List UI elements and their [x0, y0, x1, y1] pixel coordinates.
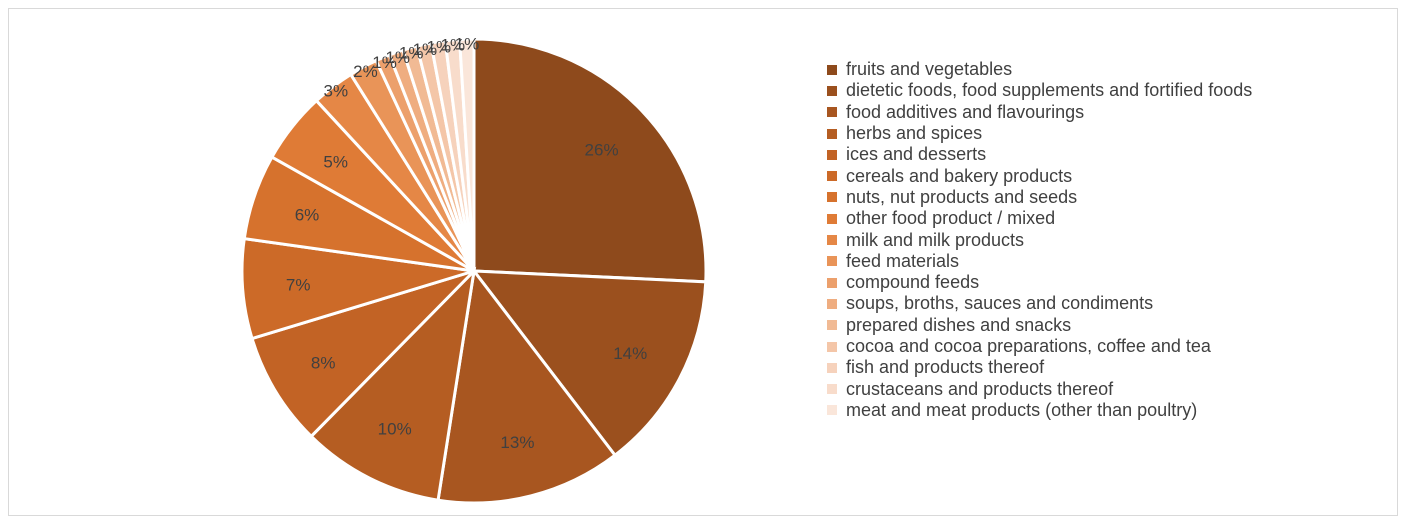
data-label: 8% [311, 353, 336, 372]
legend-swatch [827, 384, 837, 395]
legend-label: compound feeds [846, 272, 980, 293]
legend-label: fruits and vegetables [846, 59, 1013, 80]
pie-slice [470, 269, 708, 458]
legend-swatch [827, 128, 837, 139]
legend-item: food additives and flavourings [827, 102, 1252, 123]
legend-swatch [827, 85, 837, 96]
legend-item: other food product / mixed [827, 208, 1252, 229]
legend-label: cereals and bakery products [846, 165, 1073, 186]
chart-area: 26% 14% 13% 10% 8% 7% 6% 5% 3% 2% 1% 1% 1% 1% 1% 1% 1% f… [8, 8, 1398, 516]
legend-swatch [827, 192, 837, 203]
pie-slice [250, 269, 476, 439]
legend-item: ices and desserts [827, 144, 1252, 165]
legend-swatch [827, 277, 837, 288]
legend-swatch [827, 405, 837, 416]
legend-label: herbs and spices [846, 123, 983, 144]
legend-swatch [827, 341, 837, 352]
legend-label: nuts, nut products and seeds [846, 186, 1078, 207]
legend-swatch [827, 256, 837, 267]
legend-label: prepared dishes and snacks [846, 314, 1072, 335]
legend-swatch [827, 64, 837, 75]
legend: fruits and vegetables dietetic foods, foo… [827, 59, 1252, 421]
legend-label: cocoa and cocoa preparations, coffee and… [846, 336, 1211, 356]
pie-slices [240, 37, 708, 505]
data-label: 6% [295, 205, 320, 224]
data-label: 1% [385, 48, 410, 67]
legend-label: feed materials [846, 250, 960, 271]
legend-item: fish and products thereof [827, 357, 1252, 378]
legend-label: dietetic foods, food supplements and for… [846, 80, 1253, 101]
data-label: 1% [413, 40, 438, 59]
legend-label: soups, broths, sauces and condiments [846, 293, 1154, 314]
pie-data-labels: 26%14%13%10%8%7%6%5%3%2%1%1%1%1%1%1%1% [286, 35, 647, 452]
legend-swatch [827, 107, 837, 118]
legend-label: crustaceans and products thereof [846, 378, 1114, 399]
legend-label: meat and meat products (other than poult… [846, 399, 1198, 420]
legend-item: cocoa and cocoa preparations, coffee and… [827, 336, 1252, 357]
legend-label: milk and milk products [846, 229, 1025, 250]
legend-item: crustaceans and products thereof [827, 378, 1252, 399]
legend-item: soups, broths, sauces and condiments [827, 293, 1252, 314]
data-label: 1% [441, 36, 466, 55]
legend-label: food additives and flavourings [846, 101, 1085, 122]
legend-item: milk and milk products [827, 229, 1252, 250]
legend-swatch [827, 362, 837, 373]
data-label: 26% [585, 140, 619, 159]
data-label: 14% [613, 344, 647, 363]
data-label: 1% [399, 43, 424, 62]
legend-item: meat and meat products (other than poult… [827, 400, 1252, 421]
legend-swatch [827, 320, 837, 331]
legend-swatch [827, 213, 837, 224]
data-label: 3% [324, 81, 349, 100]
data-label: 7% [286, 276, 311, 295]
legend-item: feed materials [827, 251, 1252, 272]
legend-item: herbs and spices [827, 123, 1252, 144]
data-label: 10% [378, 419, 412, 438]
pie-slice [472, 37, 708, 284]
legend-item: fruits and vegetables [827, 59, 1252, 80]
legend-item: prepared dishes and snacks [827, 315, 1252, 336]
pie-slice [436, 267, 618, 505]
data-label: 5% [323, 153, 348, 172]
legend-label: fish and products thereof [846, 357, 1045, 378]
pie-slice [457, 37, 476, 272]
legend-item: dietetic foods, food supplements and for… [827, 80, 1252, 101]
legend-label: ices and desserts [846, 144, 987, 165]
legend-swatch [827, 171, 837, 182]
legend-item: cereals and bakery products [827, 165, 1252, 186]
legend-swatch [827, 235, 837, 246]
pie-chart: 26%14%13%10%8%7%6%5%3%2%1%1%1%1%1%1%1% [240, 35, 708, 505]
data-label: 2% [353, 62, 378, 81]
pie-slice [309, 266, 477, 502]
legend-label: other food product / mixed [846, 208, 1056, 229]
legend-swatch [827, 149, 837, 160]
legend-swatch [827, 298, 837, 309]
data-label: 1% [455, 35, 480, 54]
data-label: 1% [372, 53, 397, 72]
data-label: 1% [426, 37, 451, 56]
legend-item: nuts, nut products and seeds [827, 187, 1252, 208]
legend-item: compound feeds [827, 272, 1252, 293]
data-label: 13% [500, 433, 534, 452]
